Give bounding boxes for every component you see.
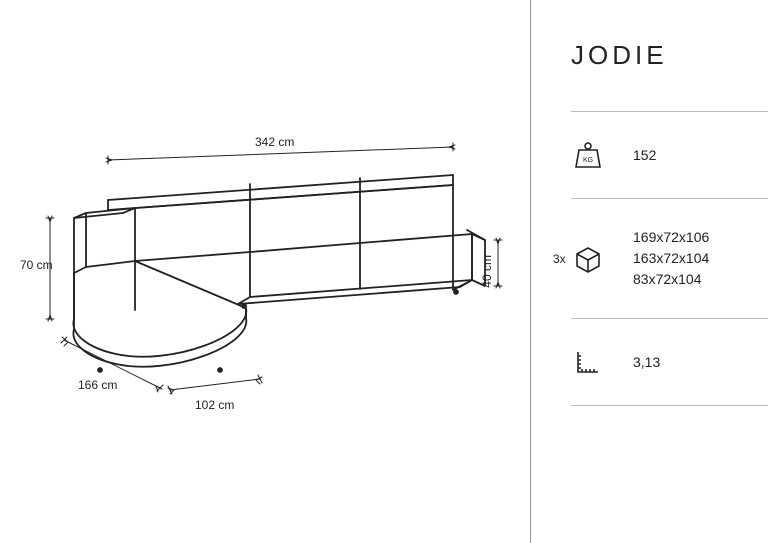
dim-seat-height: 40 cm bbox=[480, 255, 494, 288]
dim-chaise-width: 102 cm bbox=[195, 398, 234, 412]
dim-depth: 166 cm bbox=[78, 378, 117, 392]
spec-volume-value: 3,13 bbox=[633, 352, 660, 373]
box-dim-line: 83x72x104 bbox=[633, 271, 702, 287]
spec-box-count: 3x bbox=[553, 252, 566, 266]
dim-length: 342 cm bbox=[255, 135, 294, 149]
spec-box-dims: 169x72x106 163x72x104 83x72x104 bbox=[633, 227, 709, 290]
divider bbox=[571, 405, 768, 406]
box-dim-line: 163x72x104 bbox=[633, 250, 709, 266]
dim-height: 70 cm bbox=[20, 258, 53, 272]
spec-weight-row: KG 152 bbox=[571, 112, 768, 198]
spec-boxes-row: 3x 169x72x106 163x72x104 83x72x104 bbox=[571, 199, 768, 318]
spec-weight-value: 152 bbox=[633, 145, 656, 166]
weight-icon: KG bbox=[571, 140, 605, 170]
box-dim-line: 169x72x106 bbox=[633, 229, 709, 245]
page-root: 342 cm 70 cm 40 cm 166 cm 102 cm JODIE K… bbox=[0, 0, 768, 543]
box-icon: 3x bbox=[571, 244, 605, 274]
svg-text:KG: KG bbox=[583, 157, 593, 164]
volume-icon bbox=[571, 347, 605, 377]
diagram-area: 342 cm 70 cm 40 cm 166 cm 102 cm bbox=[0, 0, 530, 543]
sofa-diagram bbox=[20, 140, 510, 400]
product-name: JODIE bbox=[571, 40, 768, 71]
spec-panel: JODIE KG 152 3x bbox=[530, 0, 768, 543]
spec-volume-row: 3,13 bbox=[571, 319, 768, 405]
